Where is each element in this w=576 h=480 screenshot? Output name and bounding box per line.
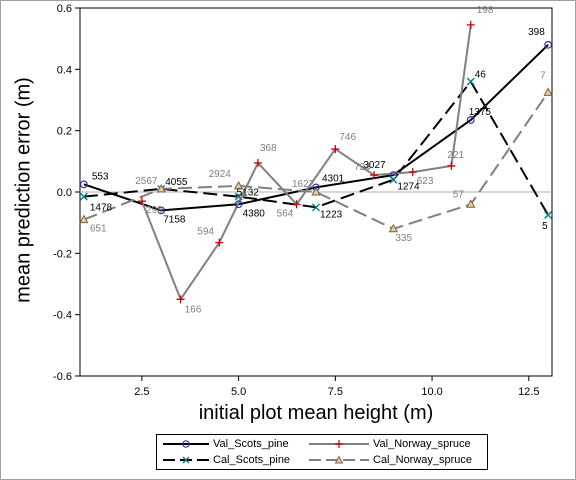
data-label: 5132 [237,188,260,199]
data-point-val-norway-spruce [215,238,224,247]
line-chart: 0.6 0.4 0.2 0.0 -0.2 -0.4 -0.6 2.5 5.0 7.5 10.0 12… [53,3,553,398]
data-point-val-norway-spruce [331,145,340,154]
data-label: 298 [146,205,163,216]
legend-item-val-norway-spruce: Val_Norway_spruce [307,436,471,452]
data-point-cal-scots-pine [389,175,398,184]
data-label: 368 [260,143,277,154]
data-point-cal-norway-spruce [311,186,321,196]
data-label: 7158 [163,214,186,225]
data-point-val-norway-spruce [253,158,262,167]
data-point-val-norway-spruce [408,168,417,177]
data-point-cal-scots-pine [79,192,88,201]
data-point-cal-norway-spruce [233,180,244,190]
series-markers [79,20,553,304]
data-label: 553 [92,171,109,182]
data-label: 166 [185,304,202,315]
data-point-cal-scots-pine [544,211,553,219]
y-tick-label: -0.6 [53,371,72,383]
legend-swatch-val-scots-pine [163,440,209,448]
data-label: 2567 [135,176,158,187]
legend-swatch-cal-scots-pine [163,456,209,464]
data-point-val-scots-pine [544,40,553,49]
data-label: 564 [277,208,294,219]
legend-label: Val_Scots_pine [213,438,289,450]
data-point-val-scots-pine [234,200,243,209]
x-axis: 2.5 5.0 7.5 10.0 12.5 [134,376,539,398]
series-line-val-norway-spruce [140,24,472,301]
y-tick-label: -0.2 [53,248,72,260]
y-tick-label: 0.0 [57,187,72,199]
y-tick-label: 0.4 [57,64,72,76]
x-tick-label: 12.5 [518,386,539,398]
data-label: 1274 [397,182,420,193]
y-axis-label: mean prediction error (m) [12,77,35,303]
data-point-cal-norway-spruce [543,87,553,96]
legend-item-val-scots-pine: Val_Scots_pine [161,436,289,452]
data-point-val-norway-spruce [292,200,301,209]
legend-label: Val_Norway_spruce [373,438,471,450]
x-tick-label: 10.0 [421,386,442,398]
data-label: 5 [542,221,548,232]
data-label: 724 [354,162,371,173]
data-label: 1478 [90,203,113,214]
data-point-val-norway-spruce [447,161,456,170]
data-point-val-scots-pine [389,171,398,180]
legend-label: Cal_Norway_spruce [373,454,473,466]
data-label: 57 [453,189,465,200]
data-label: 221 [447,150,464,161]
data-label: 594 [197,227,214,238]
data-point-val-scots-pine [79,180,88,189]
data-point-cal-scots-pine [234,192,243,201]
legend-item-cal-norway-spruce: Cal_Norway_spruce [307,452,472,468]
x-tick-label: 2.5 [134,386,149,398]
legend-swatch-val-norway-spruce [309,440,369,448]
point-labels: 553 7158 4380 4301 3027 1375 398 1478 4055 5132 12… [90,5,548,315]
data-point-cal-norway-spruce [466,199,476,208]
data-label: 198 [477,5,494,16]
data-label: 3027 [363,160,386,171]
data-point-cal-scots-pine [312,203,320,212]
y-axis: 0.6 0.4 0.2 0.0 -0.2 -0.4 -0.6 [53,3,80,383]
data-point-val-norway-spruce [370,171,379,180]
legend: Val_Scots_pine Val_Norway_spruce Cal_Sco… [156,434,488,470]
data-label: 746 [339,132,356,143]
legend-label: Cal_Scots_pine [213,454,291,466]
data-point-val-scots-pine [157,206,166,215]
data-point-cal-scots-pine [466,77,475,86]
data-point-val-norway-spruce [137,197,146,206]
data-label: 4380 [243,208,266,219]
data-label: 398 [528,27,545,38]
data-point-cal-norway-spruce [79,214,89,224]
data-label: 2924 [209,169,232,180]
data-label: 46 [475,70,487,81]
data-label: 1622 [292,179,315,190]
data-label: 1223 [320,209,343,220]
data-label: 7 [540,70,546,81]
data-label: 651 [90,224,107,235]
data-label: 335 [395,233,412,244]
data-label: 4301 [322,173,345,184]
data-label: 4055 [165,177,188,188]
legend-swatch-cal-norway-spruce [309,455,369,464]
data-point-cal-norway-spruce [388,223,399,233]
data-label: 1375 [469,107,492,118]
legend-item-cal-scots-pine: Cal_Scots_pine [161,452,290,468]
data-point-val-scots-pine [466,116,475,124]
y-tick-label: 0.2 [57,126,72,138]
data-point-cal-norway-spruce [156,183,166,193]
x-axis-label: initial plot mean height (m) [198,402,434,424]
data-point-val-norway-spruce [176,295,185,304]
y-tick-label: 0.6 [57,3,72,15]
x-tick-label: 5.0 [231,386,246,398]
data-label: 623 [417,176,434,187]
data-point-val-norway-spruce [466,20,475,29]
y-tick-label: -0.4 [53,310,72,322]
x-tick-label: 7.5 [328,386,343,398]
